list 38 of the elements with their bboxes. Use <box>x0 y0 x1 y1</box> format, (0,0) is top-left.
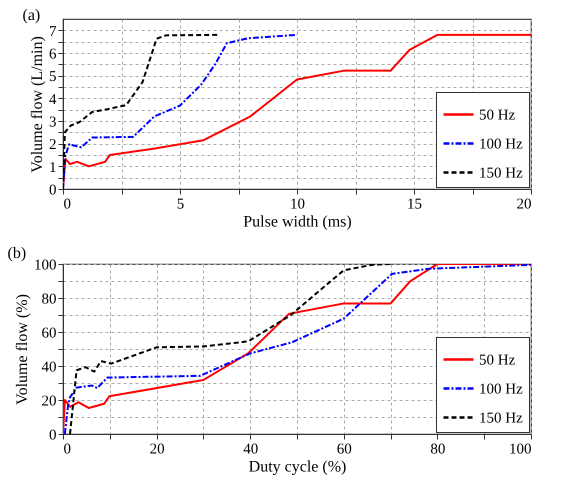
y-tick-label: 6 <box>49 46 57 62</box>
legend-label: 50 Hz <box>479 352 516 368</box>
x-tick-label: 0 <box>64 442 71 458</box>
y-tick-label: 20 <box>42 394 56 410</box>
x-tick-label: 10 <box>290 196 305 212</box>
y-tick-label: 80 <box>42 292 56 308</box>
x-tick-label: 5 <box>176 196 184 212</box>
y-tick-label: 7 <box>49 24 57 40</box>
legend-label: 100 Hz <box>479 136 524 152</box>
text: (b) <box>8 245 26 262</box>
y-tick-label: 3 <box>49 114 56 130</box>
y-tick-label: 4 <box>49 92 57 108</box>
y-tick-label: 1 <box>49 160 56 176</box>
x-axis-title: Pulse width (ms) <box>243 214 352 230</box>
y-axis-title: Volume flow (L/min) <box>29 36 46 173</box>
y-axis-title: Volume flow (%) <box>14 294 31 405</box>
y-tick-label: 60 <box>42 326 56 342</box>
x-tick-label: 100 <box>509 442 532 458</box>
line-series <box>69 264 392 434</box>
x-tick-label: 40 <box>243 442 258 458</box>
y-tick-label: 2 <box>49 137 56 154</box>
x-tick-label: 60 <box>336 442 352 458</box>
y-tick-label: 40 <box>42 360 56 376</box>
legend-label: 150 Hz <box>479 166 524 182</box>
y-tick-label: 5 <box>49 69 56 86</box>
text: (a) <box>22 7 40 24</box>
x-axis-title: Duty cycle (%) <box>248 458 346 476</box>
x-tick-label: 0 <box>64 196 71 212</box>
legend-label: 50 Hz <box>479 108 516 124</box>
legend-label: 150 Hz <box>479 410 524 426</box>
y-tick-label: 0 <box>49 182 56 198</box>
x-tick-label: 20 <box>516 196 532 212</box>
x-tick-label: 20 <box>150 442 165 458</box>
y-tick-label: 100 <box>34 258 56 274</box>
x-tick-label: 15 <box>407 196 422 212</box>
y-tick-label: 0 <box>49 428 56 444</box>
x-tick-label: 80 <box>430 442 446 458</box>
legend-label: 100 Hz <box>479 382 524 398</box>
